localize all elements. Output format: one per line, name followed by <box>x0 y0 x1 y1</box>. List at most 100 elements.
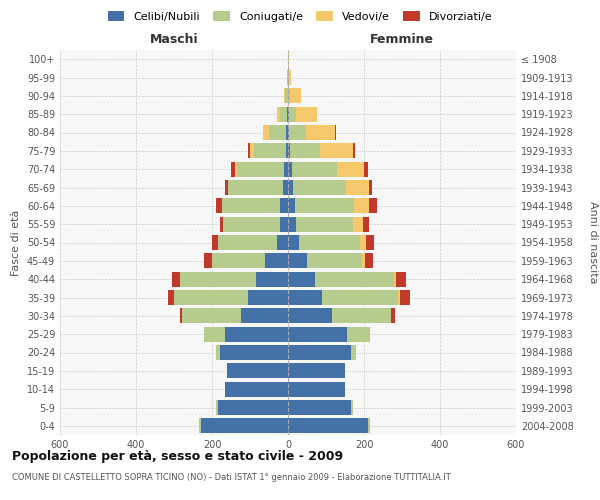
Bar <box>286 125 288 140</box>
Bar <box>288 162 292 176</box>
Bar <box>360 235 366 250</box>
Bar <box>216 400 218 415</box>
Bar <box>280 216 288 232</box>
Bar <box>172 272 180 286</box>
Bar <box>287 70 288 85</box>
Bar <box>220 345 288 360</box>
Bar <box>288 382 345 396</box>
Bar <box>235 162 236 176</box>
Bar <box>289 70 291 85</box>
Bar <box>256 272 288 286</box>
Text: Femmine: Femmine <box>370 34 434 46</box>
Bar <box>288 345 350 360</box>
Bar <box>221 198 280 214</box>
Bar <box>226 326 288 342</box>
Bar <box>353 144 355 158</box>
Bar <box>293 180 346 195</box>
Bar <box>400 290 410 305</box>
Bar <box>350 345 356 360</box>
Bar <box>227 364 288 378</box>
Bar <box>288 198 295 214</box>
Bar <box>248 144 250 158</box>
Bar <box>288 308 332 324</box>
Bar <box>288 144 290 158</box>
Y-axis label: Anni di nascita: Anni di nascita <box>587 201 598 284</box>
Bar <box>265 254 288 268</box>
Bar <box>288 180 293 195</box>
Bar <box>182 308 241 324</box>
Bar <box>254 144 286 158</box>
Bar <box>263 125 269 140</box>
Bar <box>314 272 394 286</box>
Bar <box>269 125 286 140</box>
Bar <box>365 254 373 268</box>
Bar <box>288 216 296 232</box>
Bar <box>362 254 365 268</box>
Bar <box>200 418 288 434</box>
Bar <box>277 106 280 122</box>
Bar <box>397 272 406 286</box>
Bar <box>280 198 288 214</box>
Bar <box>292 162 337 176</box>
Bar <box>180 308 182 324</box>
Bar <box>337 162 364 176</box>
Bar <box>290 88 301 104</box>
Bar <box>307 254 362 268</box>
Bar <box>364 162 368 176</box>
Bar <box>216 198 221 214</box>
Bar <box>212 254 265 268</box>
Bar <box>369 198 377 214</box>
Bar <box>288 125 289 140</box>
Bar <box>199 418 200 434</box>
Bar <box>322 290 398 305</box>
Bar <box>224 180 229 195</box>
Bar <box>288 290 322 305</box>
Bar <box>288 70 289 85</box>
Bar <box>346 180 368 195</box>
Bar <box>203 326 205 342</box>
Bar <box>289 106 296 122</box>
Bar <box>168 290 174 305</box>
Bar <box>226 382 288 396</box>
Bar <box>236 162 284 176</box>
Bar <box>288 400 350 415</box>
Bar <box>287 106 288 122</box>
Bar <box>394 272 396 286</box>
Bar <box>288 418 368 434</box>
Text: Popolazione per età, sesso e stato civile - 2009: Popolazione per età, sesso e stato civil… <box>12 450 343 463</box>
Bar <box>284 162 288 176</box>
Bar <box>218 400 288 415</box>
Bar <box>354 198 369 214</box>
Bar <box>320 144 353 158</box>
Bar <box>216 345 220 360</box>
Bar <box>284 88 285 104</box>
Bar <box>295 198 354 214</box>
Bar <box>398 290 400 305</box>
Bar <box>288 106 289 122</box>
Bar <box>212 235 218 250</box>
Bar <box>289 125 306 140</box>
Bar <box>250 144 254 158</box>
Bar <box>290 144 320 158</box>
Bar <box>285 88 288 104</box>
Legend: Celibi/Nubili, Coniugati/e, Vedovi/e, Divorziati/e: Celibi/Nubili, Coniugati/e, Vedovi/e, Di… <box>102 6 498 28</box>
Bar <box>353 216 363 232</box>
Bar <box>229 180 283 195</box>
Bar <box>174 290 248 305</box>
Bar <box>283 180 288 195</box>
Bar <box>288 254 307 268</box>
Bar <box>368 418 370 434</box>
Text: COMUNE DI CASTELLETTO SOPRA TICINO (NO) - Dati ISTAT 1° gennaio 2009 - Elaborazi: COMUNE DI CASTELLETTO SOPRA TICINO (NO) … <box>12 472 451 482</box>
Bar <box>366 235 373 250</box>
Y-axis label: Fasce di età: Fasce di età <box>11 210 21 276</box>
Bar <box>288 52 289 66</box>
Bar <box>218 235 277 250</box>
Bar <box>288 235 299 250</box>
Bar <box>205 254 212 268</box>
Bar <box>286 144 288 158</box>
Bar <box>299 235 360 250</box>
Bar <box>231 162 235 176</box>
Bar <box>248 290 288 305</box>
Bar <box>391 308 395 324</box>
Bar <box>223 216 280 232</box>
